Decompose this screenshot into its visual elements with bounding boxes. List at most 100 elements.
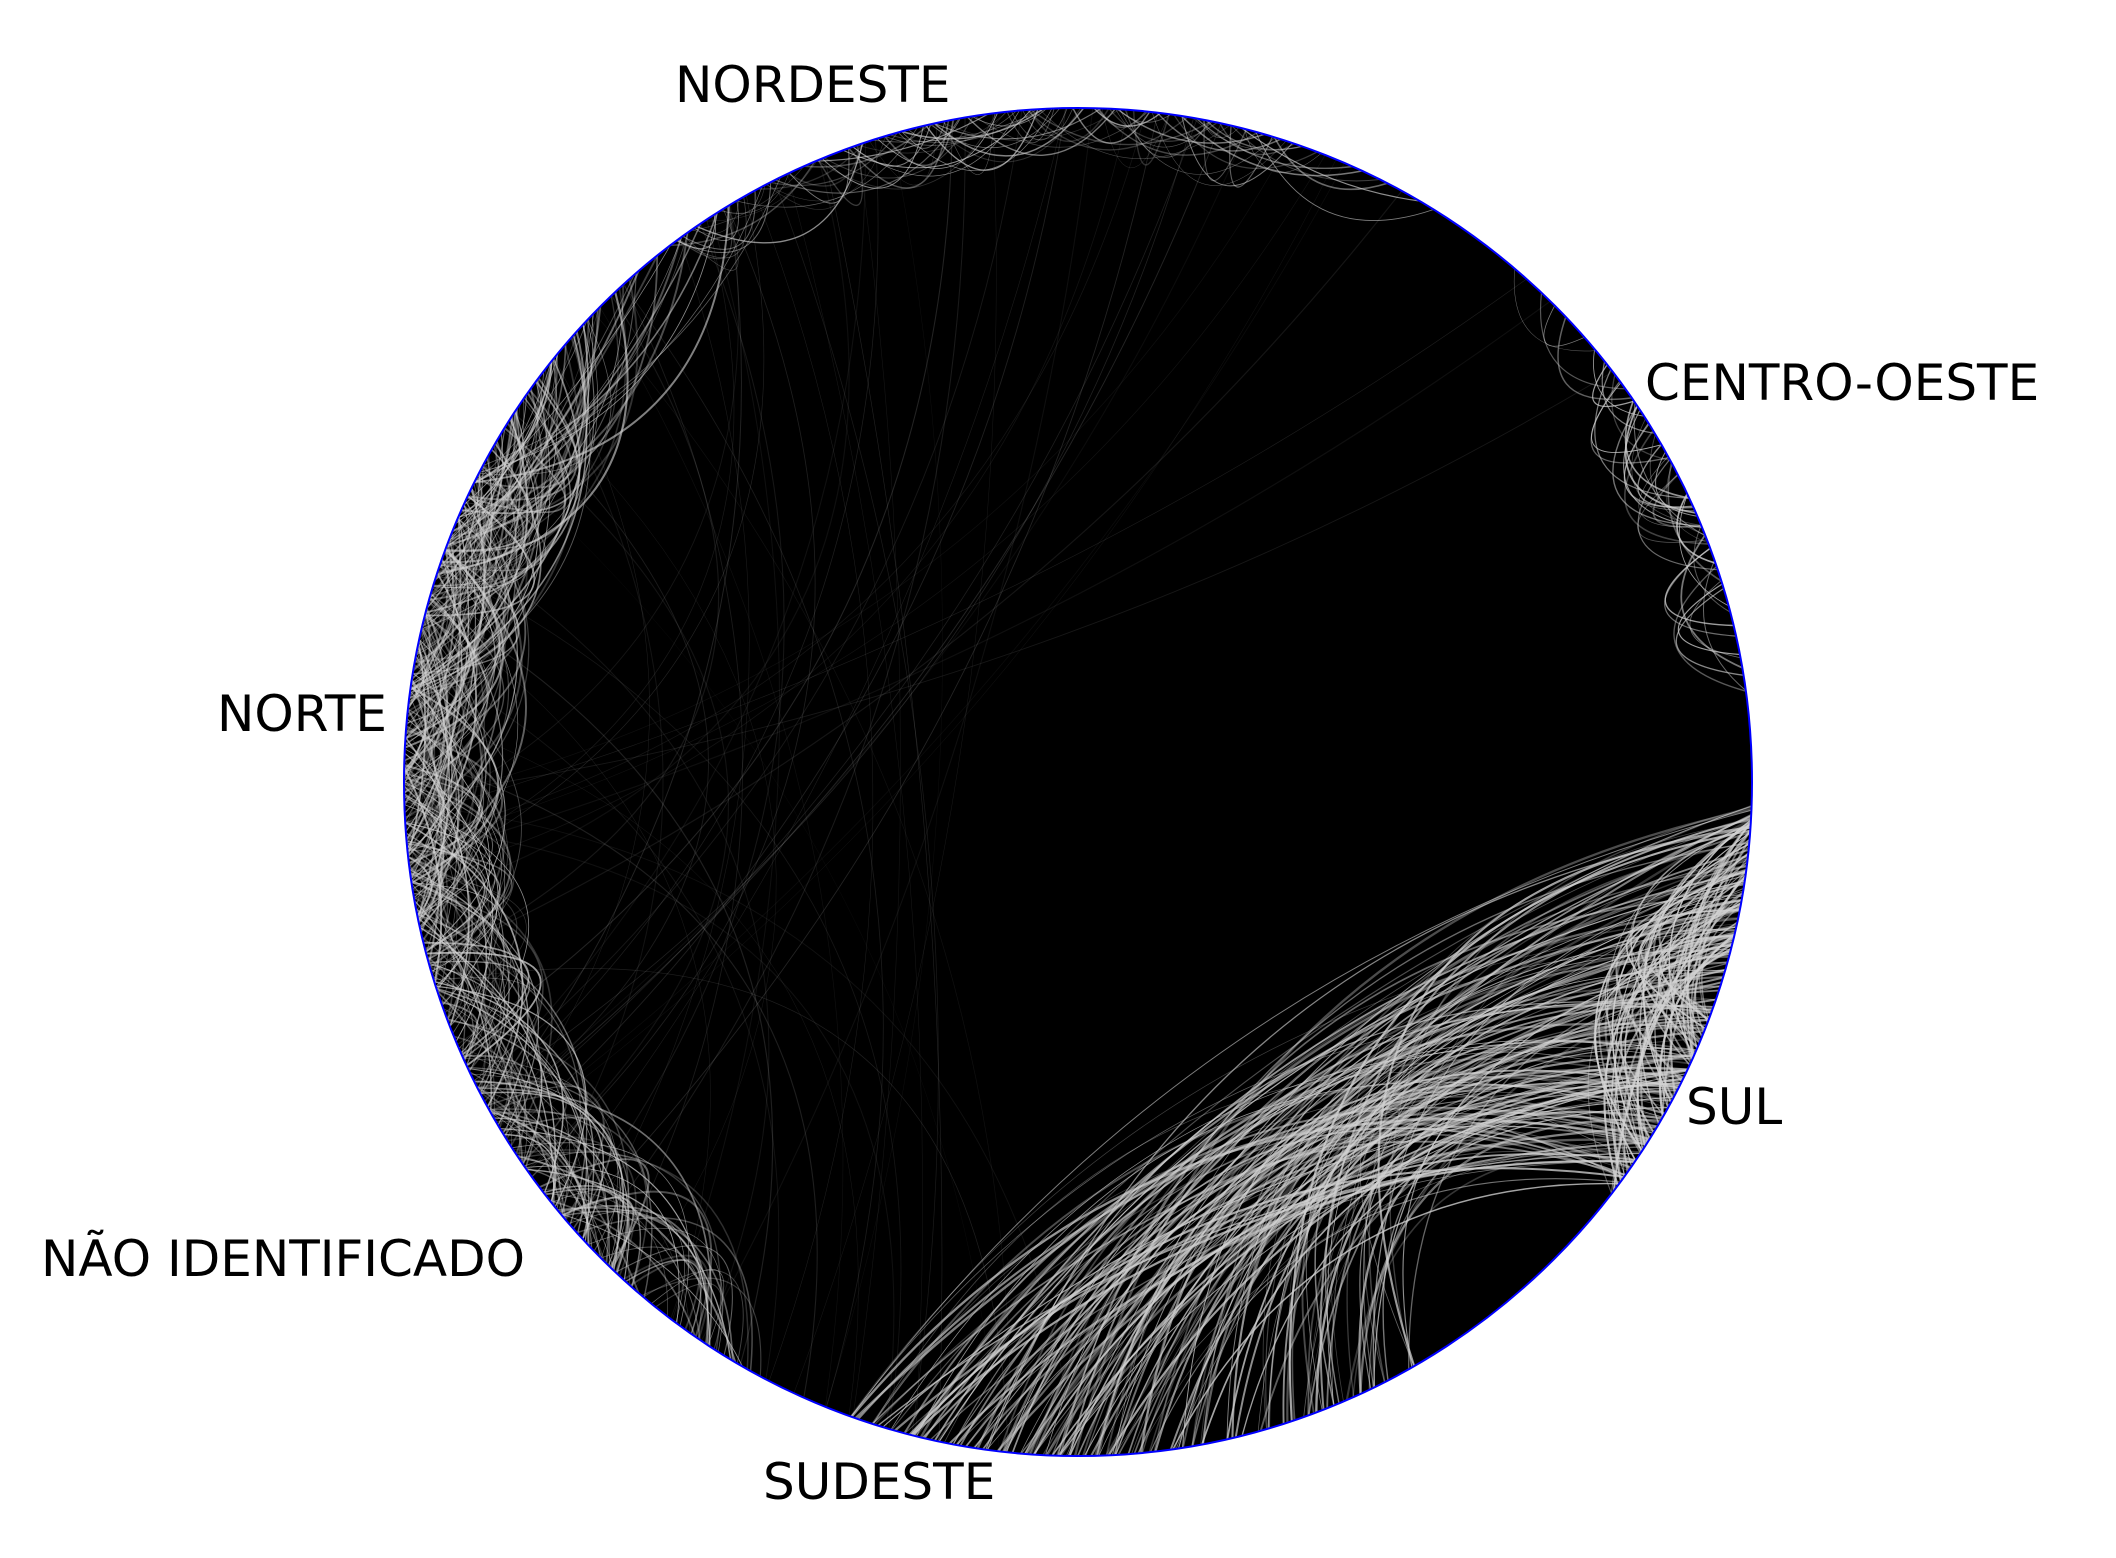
chord-strand [477, 1087, 713, 1346]
chord-strand [1642, 822, 1752, 1100]
chord-strand [406, 445, 508, 852]
chord-strand [409, 587, 500, 695]
chord-strand [937, 816, 1752, 1442]
chord-strand [876, 112, 998, 169]
chord-strand [1192, 117, 1302, 151]
chord-strand [704, 160, 818, 222]
chord-strand [1219, 122, 1295, 156]
chord-strand [425, 611, 711, 1321]
chord-strand [670, 161, 816, 247]
chord-strand [1124, 109, 1211, 158]
chord-strand [1624, 430, 1709, 545]
chord-strand [622, 1254, 711, 1340]
chord-strand [1402, 1047, 1697, 1368]
chord-strand [1352, 1150, 1642, 1398]
chord-strand [446, 331, 586, 546]
chord-strand [475, 110, 1023, 1085]
chord-strand [456, 360, 553, 520]
chord-strand [411, 882, 497, 973]
chord-strand [1673, 565, 1747, 692]
region-label-sul: SUL [1686, 1078, 1782, 1136]
chord-strand [404, 371, 1613, 798]
chord-strand [1676, 493, 1716, 564]
chord-strand [854, 931, 1736, 1420]
region-label-norte: NORTE [217, 685, 387, 743]
chord-strand [405, 730, 443, 905]
chord-strand [464, 399, 564, 507]
chord-strand [413, 892, 511, 1049]
chord-strand [582, 238, 750, 1240]
chord-strand [432, 975, 610, 1267]
chord-strand [404, 781, 499, 1006]
chord-strand [452, 232, 689, 532]
chord-strand [410, 503, 476, 880]
chord-strand [587, 1228, 724, 1353]
chord-strand [753, 190, 874, 1382]
chord-strand [406, 111, 1147, 841]
chord-strand [404, 508, 506, 804]
chord-strand [436, 990, 566, 1219]
chord-strand [1652, 473, 1702, 528]
chord-strand [430, 968, 474, 1067]
chord-strand [428, 295, 720, 963]
chord-strand [1229, 125, 1274, 188]
chord-strand [407, 344, 581, 713]
chord-strand [404, 759, 449, 985]
chord-strand [1148, 857, 1748, 1453]
chord-strand [1203, 119, 1247, 182]
chord-strand [1637, 459, 1718, 571]
chord-strand [436, 987, 595, 1240]
chord-strand [565, 223, 785, 1221]
chord-strand [884, 110, 1017, 146]
chord-strand [423, 942, 530, 1056]
chord-strand [1631, 418, 1702, 526]
chord-strand [525, 396, 777, 1290]
chord-strand [406, 388, 544, 718]
chord-strand [404, 768, 493, 1057]
chord-strand [417, 917, 555, 1206]
chord-strand [850, 998, 1717, 1417]
chord-strand [1024, 1007, 1713, 1455]
chord-strand [1364, 1127, 1631, 1383]
chord-strand [625, 1259, 702, 1335]
chord-strand [910, 968, 1726, 1436]
chord-strand [428, 274, 635, 600]
chord-strand [406, 718, 490, 991]
chord-strand [1307, 1073, 1686, 1416]
chord-strand [1098, 108, 1147, 129]
chord-strand [447, 1019, 629, 1275]
chord-strand [1181, 869, 1747, 1448]
chord-strand [495, 118, 1198, 1122]
chord-strand [407, 641, 427, 857]
chord-strand [700, 108, 1094, 1342]
chord-strand [1140, 1083, 1666, 1454]
chord-strand [409, 615, 471, 699]
chord-strand [872, 1071, 1669, 1425]
chord-strand [405, 820, 487, 896]
chord-strand [406, 845, 444, 929]
chord-strand [434, 270, 640, 581]
chord-strand [404, 766, 443, 984]
chord-strand [629, 1258, 701, 1331]
chord-strand [1642, 823, 1752, 1103]
chord-strand [998, 1058, 1681, 1452]
chord-strand [1359, 1118, 1661, 1395]
chord-strand [1684, 861, 1748, 1038]
chord-strand [1703, 560, 1747, 691]
chord-strand [416, 913, 588, 1226]
chord-strand [1002, 831, 1751, 1453]
chord-strand [897, 121, 946, 149]
chord-strand [934, 871, 1747, 1442]
chord-strand [437, 422, 540, 573]
chord-strand [467, 1066, 653, 1298]
chord-strand [474, 205, 730, 484]
chord-strand [404, 516, 523, 819]
chord-strand [1654, 852, 1749, 1109]
chord-strand [491, 1111, 648, 1288]
chord-strand [622, 284, 884, 1408]
chord-strand [486, 1105, 615, 1272]
chord-strand [587, 117, 966, 1245]
chord-strand [473, 212, 718, 484]
chord-strand [1004, 849, 1749, 1453]
chord-strand [462, 1054, 531, 1137]
